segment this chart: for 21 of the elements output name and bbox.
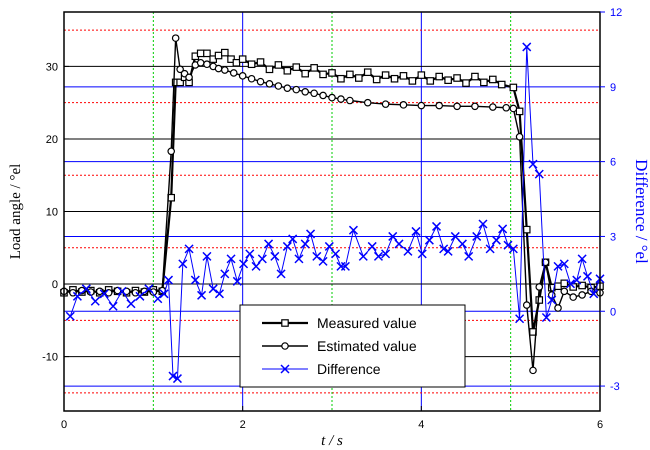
legend-label: Estimated value bbox=[317, 338, 417, 354]
legend-label: Difference bbox=[317, 361, 381, 377]
x-axis-title: t / s bbox=[321, 433, 343, 449]
y-tick-label: 0 bbox=[52, 279, 58, 292]
y2-tick-label: 12 bbox=[610, 7, 622, 19]
y-tick-label: -10 bbox=[42, 352, 58, 364]
y-tick-label: 30 bbox=[46, 61, 58, 74]
x-tick-label: 4 bbox=[418, 419, 424, 431]
x-tick-label: 0 bbox=[60, 419, 68, 431]
x-tick-label: 2 bbox=[240, 419, 246, 431]
y-tick-label: 20 bbox=[46, 134, 58, 146]
y-tick-label: 10 bbox=[46, 206, 58, 218]
y2-tick-label: 3 bbox=[610, 231, 616, 244]
y2-axis-title: Difference / °el bbox=[632, 159, 650, 264]
y2-tick-label: 9 bbox=[610, 82, 616, 94]
y2-tick-label: 6 bbox=[610, 156, 616, 169]
x-tick-label: 6 bbox=[596, 419, 604, 431]
y2-tick-label: 0 bbox=[610, 306, 616, 318]
y-axis-title: Load angle / °el bbox=[8, 164, 24, 260]
y2-tick-label: -3 bbox=[610, 381, 620, 394]
legend-label: Measured value bbox=[317, 315, 417, 331]
